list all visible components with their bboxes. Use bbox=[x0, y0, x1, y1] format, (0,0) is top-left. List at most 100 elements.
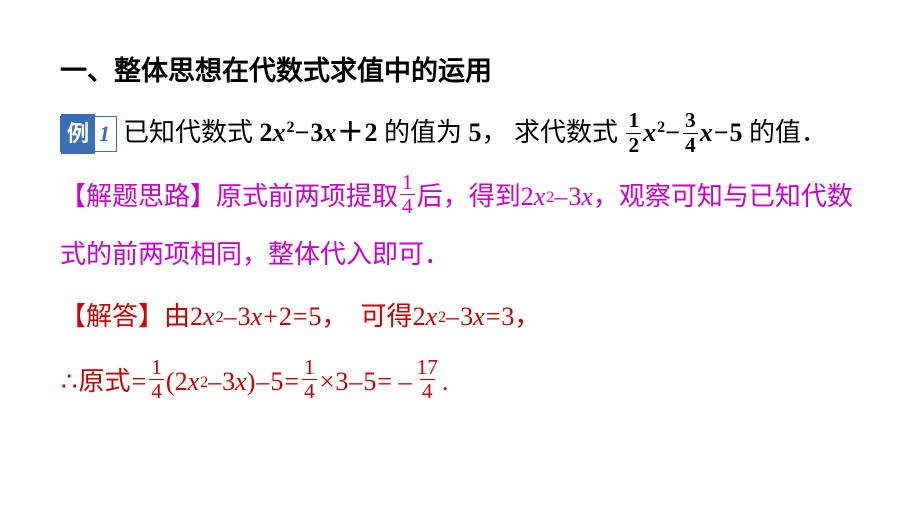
num: 1 bbox=[302, 356, 317, 379]
o: – bbox=[223, 296, 238, 338]
rp: ) bbox=[247, 361, 256, 403]
frac: 14 bbox=[149, 356, 164, 404]
n: 3 bbox=[238, 296, 251, 338]
problem-text: 已知代数式 2x2−3x＋2 的值为 5， 求代数式 12x2−34x−5 的值… bbox=[123, 111, 827, 159]
frac: 14 bbox=[400, 171, 415, 219]
t: 原式 bbox=[79, 361, 131, 403]
o: − bbox=[664, 118, 681, 147]
t: ， bbox=[481, 118, 507, 147]
hint-label: 【解题思路】 bbox=[60, 176, 216, 218]
v: x bbox=[643, 118, 656, 147]
num: 1 bbox=[149, 356, 164, 379]
n: 3 bbox=[335, 361, 348, 403]
t: 的值为 bbox=[384, 118, 469, 147]
t: 已知代数式 bbox=[123, 118, 260, 147]
n: 2 bbox=[279, 296, 292, 338]
n: 3 bbox=[222, 361, 235, 403]
t: ，观察可知与已知代数 bbox=[593, 176, 853, 218]
n: 5 bbox=[363, 361, 376, 403]
t: 式的前两项相同，整体代入即可． bbox=[60, 234, 450, 276]
den: 4 bbox=[302, 379, 317, 403]
v: x bbox=[251, 296, 263, 338]
o: – bbox=[445, 296, 460, 338]
den: 4 bbox=[149, 379, 164, 403]
therefore-icon: ∴ bbox=[60, 361, 79, 403]
num: 1 bbox=[626, 109, 641, 132]
e: 2 bbox=[200, 370, 208, 396]
o: – bbox=[207, 361, 222, 403]
frac: 14 bbox=[302, 356, 317, 404]
n: 3 bbox=[501, 296, 514, 338]
hint-line-1: 【解题思路】 原式前两项提取 14 后，得到 2x2 – 3x ，观察可知与已知… bbox=[60, 173, 870, 221]
t: 原式前两项提取 bbox=[216, 176, 398, 218]
n: 2 bbox=[364, 118, 377, 147]
t: 由 bbox=[164, 296, 190, 338]
frac: 34 bbox=[683, 109, 698, 157]
example-tag: 例 bbox=[61, 114, 95, 153]
example-badge: 例 1 bbox=[60, 116, 117, 152]
n: 2 bbox=[260, 118, 273, 147]
hint-line-2: 式的前两项相同，整体代入即可． bbox=[60, 234, 870, 276]
e: 2 bbox=[287, 119, 295, 136]
den: 4 bbox=[683, 133, 698, 157]
t: 可得 bbox=[361, 296, 413, 338]
t: ， bbox=[322, 296, 348, 338]
e: 2 bbox=[657, 119, 665, 136]
v: x bbox=[534, 176, 546, 218]
v: x bbox=[323, 118, 336, 147]
o: – bbox=[348, 361, 363, 403]
n: 3 bbox=[568, 176, 581, 218]
o: – bbox=[255, 361, 270, 403]
o: = bbox=[131, 361, 148, 403]
o: = bbox=[292, 296, 309, 338]
num: 17 bbox=[415, 356, 440, 379]
o: = bbox=[283, 361, 300, 403]
frac: 12 bbox=[626, 109, 641, 157]
t: 的值． bbox=[749, 118, 827, 147]
o: − bbox=[713, 118, 730, 147]
o: – bbox=[553, 176, 568, 218]
n: 5 bbox=[309, 296, 322, 338]
v: x bbox=[203, 296, 215, 338]
example-num: 1 bbox=[99, 116, 110, 151]
e: 2 bbox=[546, 185, 554, 211]
solution-line-2: ∴ 原式 = 14 (2x2 – 3x) – 5 = 14 ×3 – 5 = –… bbox=[60, 358, 870, 406]
den: 2 bbox=[626, 133, 641, 157]
page: 一、整体思想在代数式求值中的运用 例 1 已知代数式 2x2−3x＋2 的值为 … bbox=[0, 0, 920, 405]
section-heading: 一、整体思想在代数式求值中的运用 bbox=[60, 50, 870, 93]
v: x bbox=[235, 361, 247, 403]
n: 2 bbox=[175, 361, 188, 403]
o: − bbox=[294, 118, 311, 147]
t: 求代数式 bbox=[514, 118, 618, 147]
num: 1 bbox=[400, 171, 415, 194]
e: 2 bbox=[438, 305, 446, 331]
v: x bbox=[473, 296, 485, 338]
v: x bbox=[188, 361, 200, 403]
t: 后，得到 bbox=[417, 176, 521, 218]
lp: ( bbox=[166, 361, 175, 403]
num: 3 bbox=[683, 109, 698, 132]
n: 2 bbox=[190, 296, 203, 338]
den: 4 bbox=[400, 194, 415, 218]
e: 2 bbox=[216, 305, 224, 331]
v: x bbox=[700, 118, 713, 147]
o: = – bbox=[376, 361, 412, 403]
t: ， bbox=[514, 296, 540, 338]
n: 5 bbox=[270, 361, 283, 403]
dot: . bbox=[442, 361, 449, 403]
problem-line: 例 1 已知代数式 2x2−3x＋2 的值为 5， 求代数式 12x2−34x−… bbox=[60, 111, 870, 159]
den: 4 bbox=[420, 379, 435, 403]
solution-label: 【解答】 bbox=[60, 296, 164, 338]
v: x bbox=[426, 296, 438, 338]
solution-line-1: 【解答】 由 2x2 – 3x + 2 = 5， 可得 2x2 – 3x = 3… bbox=[60, 296, 870, 338]
n: 5 bbox=[468, 118, 481, 147]
mul: × bbox=[319, 361, 336, 403]
v: x bbox=[581, 176, 593, 218]
o: ＋ bbox=[336, 118, 364, 147]
n: 2 bbox=[413, 296, 426, 338]
n: 3 bbox=[460, 296, 473, 338]
o: + bbox=[262, 296, 279, 338]
o: = bbox=[485, 296, 502, 338]
v: x bbox=[273, 118, 286, 147]
n: 3 bbox=[310, 118, 323, 147]
